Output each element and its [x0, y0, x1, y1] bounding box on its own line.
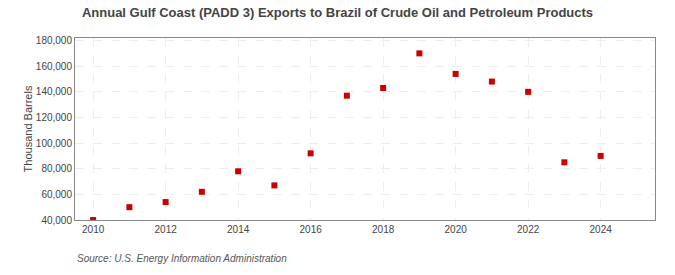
svg-text:40,000: 40,000: [41, 215, 72, 226]
svg-text:180,000: 180,000: [36, 35, 73, 46]
svg-text:Source: U.S. Energy Informatio: Source: U.S. Energy Information Administ…: [77, 253, 287, 264]
svg-text:160,000: 160,000: [36, 61, 73, 72]
svg-text:2022: 2022: [517, 224, 540, 235]
svg-text:2020: 2020: [445, 224, 468, 235]
svg-text:2018: 2018: [372, 224, 395, 235]
svg-text:Thousand Barrels: Thousand Barrels: [22, 85, 34, 172]
svg-text:2012: 2012: [155, 224, 178, 235]
svg-text:140,000: 140,000: [36, 86, 73, 97]
svg-text:120,000: 120,000: [36, 112, 73, 123]
svg-text:Annual Gulf Coast (PADD 3) Exp: Annual Gulf Coast (PADD 3) Exports to Br…: [82, 5, 593, 20]
svg-text:60,000: 60,000: [41, 189, 72, 200]
svg-text:2024: 2024: [590, 224, 613, 235]
svg-text:2014: 2014: [227, 224, 250, 235]
svg-text:2016: 2016: [300, 224, 323, 235]
svg-text:80,000: 80,000: [41, 163, 72, 174]
svg-text:2010: 2010: [82, 224, 105, 235]
svg-text:100,000: 100,000: [36, 138, 73, 149]
